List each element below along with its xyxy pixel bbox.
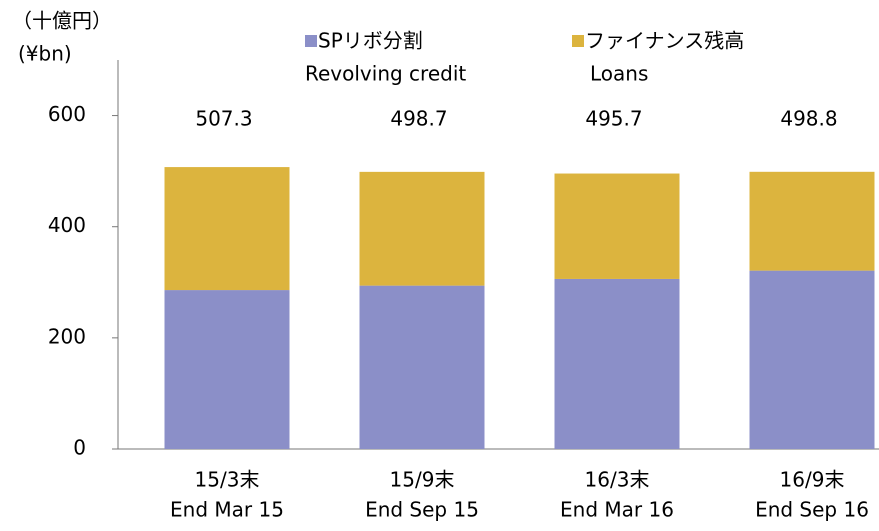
x-tick-label-en: End Mar 16 bbox=[560, 498, 674, 522]
y-tick-label: 0 bbox=[73, 436, 86, 460]
total-label: 507.3 bbox=[195, 107, 252, 131]
bar-segment bbox=[359, 285, 485, 449]
y-tick-label: 400 bbox=[48, 213, 86, 237]
total-label: 498.8 bbox=[780, 107, 837, 131]
bar-segment bbox=[164, 290, 290, 449]
bar-segment bbox=[749, 270, 875, 449]
legend-swatch bbox=[305, 35, 317, 47]
bar-segment bbox=[554, 173, 680, 279]
legend-swatch bbox=[572, 35, 584, 47]
x-tick-label: 16/9末 bbox=[780, 468, 845, 492]
y-tick-label: 200 bbox=[48, 324, 86, 348]
y-axis-label: （十億円） bbox=[12, 9, 112, 33]
bar-segment bbox=[749, 171, 875, 271]
legend-label: ファイナンス残高 bbox=[585, 29, 744, 53]
legend-label-en: Revolving credit bbox=[305, 62, 466, 86]
legend-label: SPリボ分割 bbox=[318, 29, 423, 53]
x-tick-label: 15/3末 bbox=[195, 468, 260, 492]
x-tick-label: 15/9末 bbox=[390, 468, 455, 492]
legend-label-en: Loans bbox=[590, 62, 648, 86]
x-tick-label-en: End Sep 16 bbox=[755, 498, 869, 522]
total-label: 498.7 bbox=[390, 107, 447, 131]
y-axis-label-en: (¥bn) bbox=[18, 42, 72, 66]
x-tick-label-en: End Mar 15 bbox=[170, 498, 284, 522]
bar-segment bbox=[554, 278, 680, 449]
x-tick-label-en: End Sep 15 bbox=[365, 498, 479, 522]
x-tick-label: 16/3末 bbox=[585, 468, 650, 492]
y-tick-label: 600 bbox=[48, 102, 86, 126]
bar-segment bbox=[164, 167, 290, 291]
bar-segment bbox=[359, 171, 485, 286]
total-label: 495.7 bbox=[585, 107, 642, 131]
